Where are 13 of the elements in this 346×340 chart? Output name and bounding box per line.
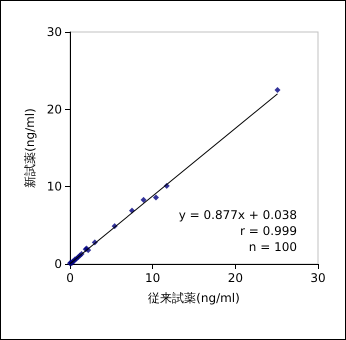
y-tick-label: 0 — [54, 257, 62, 271]
x-tick-label: 0 — [66, 271, 74, 285]
annotation: r = 0.999 — [240, 224, 298, 238]
x-axis-title: 従来試薬(ng/ml) — [148, 291, 240, 305]
annotation: y = 0.877x + 0.038 — [178, 208, 298, 222]
x-tick-label: 30 — [310, 271, 326, 285]
x-tick-label: 10 — [145, 271, 160, 285]
y-tick-label: 30 — [46, 25, 62, 39]
annotation: n = 100 — [248, 240, 298, 254]
y-tick-label: 10 — [46, 180, 62, 194]
y-tick-label: 20 — [46, 102, 62, 116]
x-tick-label: 20 — [228, 271, 243, 285]
y-axis-title: 新試薬(ng/ml) — [22, 108, 37, 188]
